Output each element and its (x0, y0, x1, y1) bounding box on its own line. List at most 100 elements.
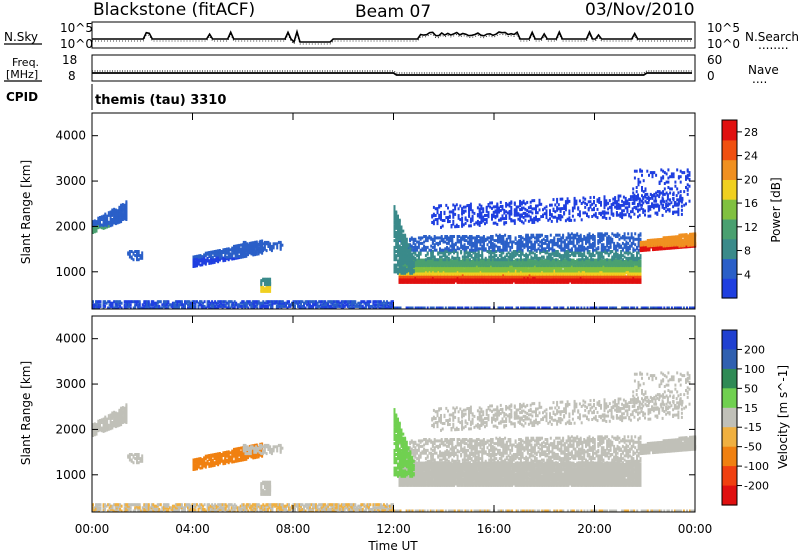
upper-band-power-cell (281, 243, 284, 247)
main-upper-band-power-cell (460, 243, 463, 247)
main-upper-band-power-cell (588, 252, 591, 256)
main-upper-band-power-cell (474, 258, 477, 262)
main-upper-band-power-cell (467, 240, 470, 244)
main-upper-band-power-cell (558, 252, 561, 256)
main-upper-band-power-cell (611, 232, 614, 236)
near-range-power-cell (613, 306, 616, 310)
near-range-power-cell (318, 300, 321, 304)
main-upper-band-power-cell (507, 251, 510, 255)
near-range-power-cell (220, 303, 223, 307)
main-green-band-power-cell (490, 265, 492, 269)
near-range-power-cell (108, 306, 111, 310)
near-range-power-cell (521, 306, 524, 310)
main-green-band-power-cell (509, 265, 512, 269)
near-range-power-cell (179, 300, 182, 304)
near-range-power-cell (203, 300, 206, 304)
main-upper-band-power-cell (498, 258, 501, 262)
small-patch-power-cell (134, 250, 137, 253)
main-upper-band-power-cell (533, 252, 536, 256)
midnight-band-power-cell (211, 250, 214, 254)
main-upper-band-power-cell (453, 235, 455, 238)
main-upper-band-power-cell (472, 241, 475, 245)
main-upper-band-power-cell (446, 241, 448, 245)
main-upper-band-power-cell (567, 255, 570, 259)
main-upper-band-power-cell (431, 240, 434, 244)
near-range-power-cell (562, 306, 565, 310)
main-green-band-power-cell (505, 260, 508, 263)
near-range-power-cell (92, 303, 94, 307)
main-upper-band-power-cell (421, 241, 424, 245)
main-green-band-power-cell (514, 258, 517, 262)
main-upper-band-power-cell (504, 245, 507, 249)
upper-band-power-cell (272, 242, 275, 246)
near-range-power-cell (405, 306, 408, 310)
near-range-power-cell (99, 303, 102, 307)
near-range-power-cell (381, 304, 384, 308)
near-range-power-cell (506, 306, 509, 310)
near-range-power-cell (144, 300, 147, 304)
main-green-band-power-cell (491, 262, 494, 266)
upper-band-power-cell (274, 242, 277, 246)
main-upper-band-power-cell (454, 241, 457, 245)
main-upper-band-power-cell (468, 248, 471, 252)
main-upper-band-power-cell (417, 240, 420, 244)
main-upper-band-power-cell (636, 237, 638, 241)
main-upper-band-power-cell (504, 255, 507, 259)
near-range-power-cell (251, 304, 254, 308)
near-range-power-cell (337, 304, 340, 308)
main-green-band-power-cell (607, 258, 610, 262)
main-upper-band-power-cell (412, 245, 415, 249)
near-range-power-cell (269, 304, 272, 308)
early-patch-power-cell (104, 216, 107, 220)
near-range-power-cell (351, 304, 354, 308)
main-red-band-power-cell (435, 279, 438, 283)
midnight-band-power-cell (199, 263, 202, 267)
main-upper-band-power-cell (551, 248, 554, 252)
main-upper-band-power-cell (477, 239, 480, 243)
main-upper-band-power-cell (616, 232, 619, 236)
near-range-power-cell (156, 306, 159, 310)
near-range-power-cell (432, 306, 435, 310)
main-red-band-power-cell (500, 280, 503, 284)
near-range-power-cell (286, 300, 289, 304)
main-upper-band-power-cell (460, 236, 463, 240)
main-upper-band-power-cell (456, 235, 459, 238)
near-range-power-cell (125, 304, 128, 308)
main-red-band-power-cell (585, 278, 587, 282)
near-range-power-cell (271, 300, 274, 304)
main-upper-band-power-cell (537, 239, 540, 243)
near-range-power-cell (123, 303, 126, 307)
near-range-power-cell (191, 300, 194, 304)
main-upper-band-power-cell (502, 256, 505, 260)
near-range-power-cell (173, 306, 176, 310)
main-upper-band-power-cell (500, 240, 503, 244)
main-upper-band-power-cell (588, 237, 591, 241)
early-patch-power-cell (106, 214, 109, 218)
main-green-band-power-cell (569, 269, 572, 273)
near-range-power-cell (162, 303, 165, 307)
main-upper-band-power-cell (634, 248, 637, 252)
near-range-power-cell (346, 304, 349, 308)
near-range-power-cell (419, 306, 422, 310)
early-patch-power-cell (118, 218, 121, 221)
near-range-power-cell (361, 306, 364, 310)
near-range-power-cell (126, 304, 129, 308)
near-range-power-cell (497, 306, 500, 310)
near-range-power-cell (310, 300, 313, 304)
near-range-power-cell (241, 300, 244, 304)
main-upper-band-power-cell (549, 252, 552, 256)
near-range-power-cell (307, 303, 310, 307)
near-range-power-cell (482, 306, 485, 310)
near-range-power-cell (134, 304, 137, 308)
main-upper-band-power-cell (468, 251, 471, 255)
near-range-power-cell (655, 306, 658, 310)
main-upper-band-power-cell (472, 256, 475, 260)
main-upper-band-power-cell (556, 250, 559, 253)
midnight-band-power-cell (196, 261, 198, 265)
near-range-power-cell (609, 306, 612, 310)
near-range-power-cell (173, 304, 176, 308)
main-upper-band-power-cell (600, 232, 603, 236)
main-upper-band-power-cell (433, 248, 436, 252)
near-range-power-cell (117, 300, 120, 304)
upper-band-power-cell (276, 246, 279, 250)
